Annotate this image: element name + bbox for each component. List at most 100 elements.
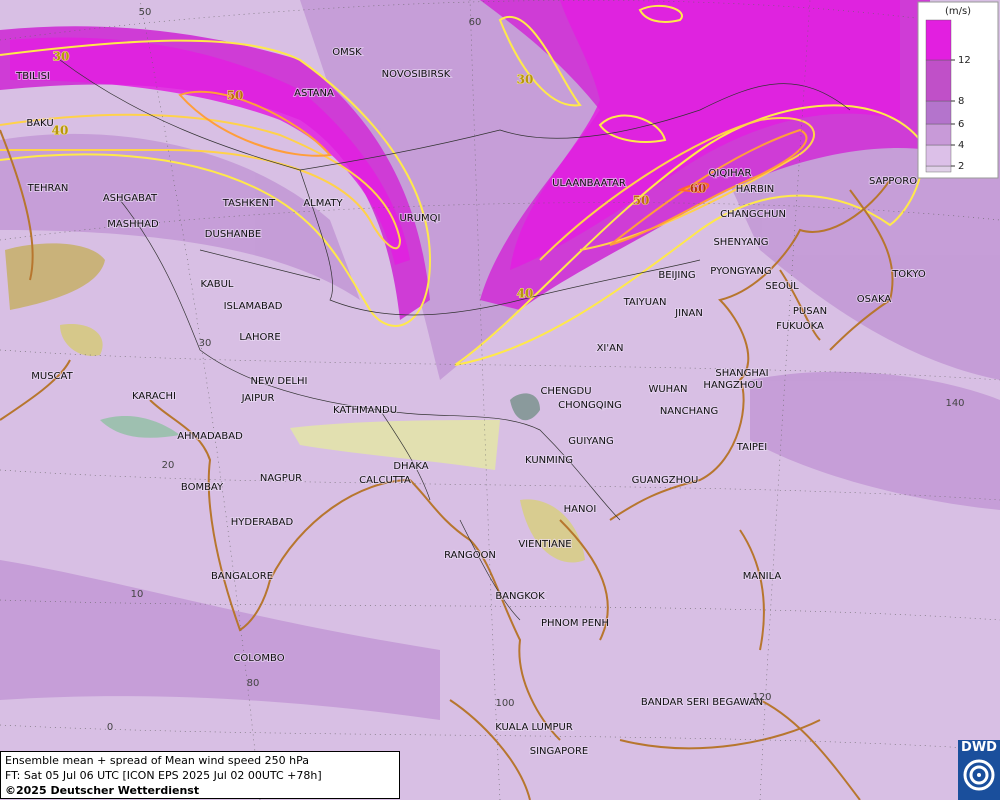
legend-swatch: [925, 144, 952, 167]
city-label: BANGKOK: [495, 591, 545, 602]
city-label: PHNOM PENH: [541, 618, 609, 629]
city-label: NAGPUR: [260, 473, 302, 484]
city-label: SAPPORO: [869, 176, 917, 187]
graticule-label: 20: [162, 460, 175, 471]
city-label: TAIPEI: [736, 442, 767, 453]
graticule-label: 100: [495, 698, 514, 709]
city-label: ULAANBAATAR: [552, 178, 626, 189]
city-label: CALCUTTA: [359, 475, 411, 486]
labels: TBILISI BAKU OMSK NOVOSIBIRSK ASTANA TEHRAN AS…: [14, 7, 964, 758]
city-label: TBILISI: [15, 71, 50, 82]
contour-label: 30: [53, 50, 70, 64]
city-label: VIENTIANE: [518, 539, 571, 550]
city-label: COLOMBO: [233, 653, 284, 664]
city-label: HANOI: [564, 504, 597, 515]
city-label: ALMATY: [303, 198, 343, 209]
footer-title: Ensemble mean + spread of Mean wind spee…: [5, 754, 309, 767]
legend-swatch: [925, 165, 952, 173]
city-label: SINGAPORE: [530, 746, 589, 757]
city-label: KUNMING: [525, 455, 573, 466]
city-label: JAIPUR: [241, 393, 275, 404]
city-label: CHONGQING: [558, 400, 622, 411]
legend-swatch: [925, 100, 952, 125]
isotachs: [0, 4, 924, 366]
contour-label: 50: [227, 89, 244, 103]
city-label: WUHAN: [648, 384, 687, 395]
city-label: RANGOON: [444, 550, 496, 561]
city-label: URUMQI: [399, 213, 440, 224]
logo-icon: [963, 759, 995, 791]
city-label: BANGALORE: [211, 571, 273, 582]
city-label: KATHMANDU: [333, 405, 397, 416]
city-label: ASTANA: [294, 88, 334, 99]
city-label: NANCHANG: [660, 406, 718, 417]
contour-label: 60: [690, 182, 707, 196]
graticule-label: 120: [752, 692, 771, 703]
graticule-label: 60: [469, 17, 482, 28]
graticule-label: 140: [945, 398, 964, 409]
city-label: MANILA: [743, 571, 782, 582]
city-label: PUSAN: [793, 306, 827, 317]
city-label: NEW DELHI: [251, 376, 308, 387]
legend-swatch: [925, 59, 952, 102]
graticule-label: 80: [247, 678, 260, 689]
footer-forecast-time: FT: Sat 05 Jul 06 UTC [ICON EPS 2025 Jul…: [5, 769, 322, 782]
legend-tick-label: 6: [958, 119, 964, 130]
city-label: BEIJING: [658, 270, 695, 281]
legend-swatch: [925, 123, 952, 146]
graticule-label: 30: [199, 338, 212, 349]
city-label: KABUL: [201, 279, 234, 290]
city-label: TAIYUAN: [623, 297, 667, 308]
city-label: MASHHAD: [107, 219, 159, 230]
city-label: DHAKA: [393, 461, 428, 472]
coastlines: [0, 129, 894, 800]
legend-tick-label: 2: [958, 161, 964, 172]
city-label: SHENYANG: [713, 237, 768, 248]
city-label: ASHGABAT: [103, 193, 158, 204]
dwd-logo: DWD: [958, 740, 1000, 800]
footer: Ensemble mean + spread of Mean wind spee…: [0, 751, 400, 799]
contour-label: 30: [517, 73, 534, 87]
city-label: SEOUL: [765, 281, 799, 292]
city-label: XI'AN: [597, 343, 624, 354]
city-label: GUIYANG: [568, 436, 613, 447]
contour-label: 40: [52, 124, 69, 138]
city-label: CHENGDU: [540, 386, 591, 397]
legend: (m/s) 2 4 6 8 12: [917, 1, 999, 179]
city-label: BOMBAY: [181, 482, 224, 493]
city-label: KUALA LUMPUR: [495, 722, 573, 733]
city-label: HYDERABAD: [231, 517, 294, 528]
city-label: HANGZHOU: [703, 380, 762, 391]
contour-label: 50: [633, 194, 650, 208]
contour-label: 40: [517, 287, 534, 301]
legend-unit: (m/s): [945, 6, 971, 17]
legend-swatch: [925, 19, 952, 61]
city-label: GUANGZHOU: [632, 475, 699, 486]
city-label: JINAN: [674, 308, 703, 319]
borders: [59, 59, 851, 621]
city-label: NOVOSIBIRSK: [382, 69, 451, 80]
city-label: TEHRAN: [27, 183, 69, 194]
graticule-label: 50: [139, 7, 152, 18]
graticule-label: 10: [131, 589, 144, 600]
city-label: ISLAMABAD: [224, 301, 283, 312]
legend-tick-label: 8: [958, 96, 964, 107]
city-label: PYONGYANG: [710, 266, 771, 277]
city-label: AHMADABAD: [177, 431, 243, 442]
legend-tick-label: 4: [958, 140, 964, 151]
graticule-label: 0: [107, 722, 113, 733]
city-label: CHANGCHUN: [720, 209, 786, 220]
footer-copyright: ©2025 Deutscher Wetterdienst: [5, 784, 200, 797]
city-label: MUSCAT: [31, 371, 73, 382]
city-label: TOKYO: [891, 269, 926, 280]
city-label: OSAKA: [857, 294, 892, 305]
city-label: HARBIN: [736, 184, 775, 195]
city-label: FUKUOKA: [776, 321, 824, 332]
city-label: LAHORE: [239, 332, 280, 343]
city-label: KARACHI: [132, 391, 176, 402]
city-label: TASHKENT: [222, 198, 276, 209]
city-label: OMSK: [332, 47, 362, 58]
